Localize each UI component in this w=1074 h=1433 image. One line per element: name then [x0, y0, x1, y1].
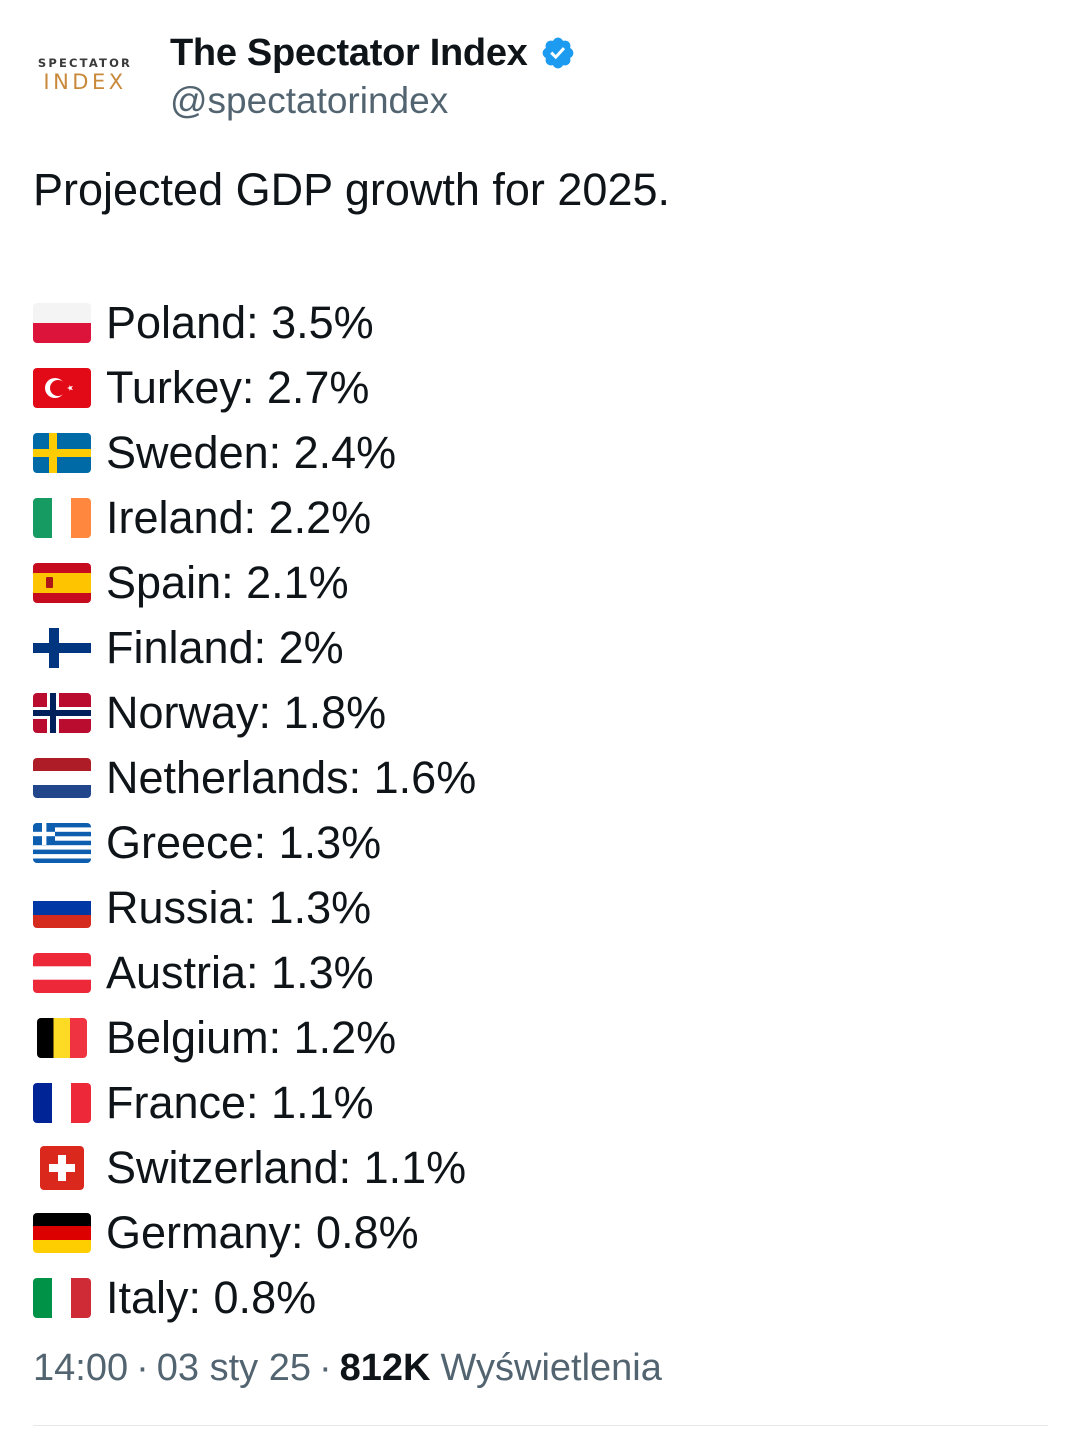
list-item: Austria: 1.3% — [33, 940, 1033, 1005]
views-label: Wyświetlenia — [440, 1346, 662, 1389]
divider — [33, 1425, 1048, 1426]
author-display-name[interactable]: The Spectator Index — [170, 31, 528, 74]
list-item-text: Belgium: 1.2% — [106, 1011, 397, 1063]
list-item-text: Ireland: 2.2% — [106, 491, 372, 543]
germany-flag-icon — [33, 1212, 91, 1253]
list-item: Greece: 1.3% — [33, 810, 1033, 875]
tweet-date[interactable]: 03 sty 25 — [156, 1346, 311, 1389]
norway-flag-icon — [33, 692, 91, 733]
meta-separator: · — [318, 1346, 332, 1389]
list-item: Germany: 0.8% — [33, 1200, 1033, 1265]
sweden-flag-icon — [33, 432, 91, 473]
italy-flag-icon — [33, 1277, 91, 1318]
poland-flag-icon — [33, 302, 91, 343]
tweet-header: SPECTATOR INDEX The Spectator Index @spe… — [0, 0, 1074, 140]
tweet-meta: 14:00 · 03 sty 25 · 812K Wyświetlenia — [33, 1343, 662, 1393]
list-item-text: Austria: 1.3% — [106, 946, 374, 998]
list-item: Norway: 1.8% — [33, 680, 1033, 745]
list-item: Spain: 2.1% — [33, 550, 1033, 615]
list-item: Switzerland: 1.1% — [33, 1135, 1033, 1200]
austria-flag-icon — [33, 952, 91, 993]
list-item: Netherlands: 1.6% — [33, 745, 1033, 810]
belgium-flag-icon — [37, 1017, 87, 1058]
list-item: Belgium: 1.2% — [33, 1005, 1033, 1070]
list-item: Sweden: 2.4% — [33, 420, 1033, 485]
blank-line — [33, 225, 1033, 290]
list-item: Italy: 0.8% — [33, 1265, 1033, 1330]
list-item-text: Poland: 3.5% — [106, 296, 374, 348]
list-item-text: France: 1.1% — [106, 1076, 374, 1128]
list-item-text: Finland: 2% — [106, 621, 344, 673]
spain-flag-icon — [33, 562, 91, 603]
author-name-row: The Spectator Index — [170, 30, 576, 76]
verified-badge-icon[interactable] — [540, 35, 576, 71]
list-item: Russia: 1.3% — [33, 875, 1033, 940]
list-item-text: Greece: 1.3% — [106, 816, 382, 868]
list-item-text: Norway: 1.8% — [106, 686, 387, 738]
list-item: Turkey: 2.7% — [33, 355, 1033, 420]
tweet-headline: Projected GDP growth for 2025. — [33, 164, 671, 215]
tweet-body: Projected GDP growth for 2025. Poland: 3… — [33, 160, 1033, 1330]
author-handle[interactable]: @spectatorindex — [170, 80, 449, 121]
turkey-flag-icon — [33, 367, 91, 408]
netherlands-flag-icon — [33, 757, 91, 798]
tweet-time[interactable]: 14:00 — [33, 1346, 129, 1389]
list-item-text: Switzerland: 1.1% — [106, 1141, 467, 1193]
meta-separator: · — [136, 1346, 149, 1389]
finland-flag-icon — [33, 627, 91, 668]
france-flag-icon — [33, 1082, 91, 1123]
russia-flag-icon — [33, 887, 91, 928]
list-item-text: Italy: 0.8% — [106, 1271, 317, 1323]
avatar[interactable]: SPECTATOR INDEX — [30, 40, 140, 110]
list-item-text: Spain: 2.1% — [106, 556, 349, 608]
list-item-text: Sweden: 2.4% — [106, 426, 397, 478]
views-count[interactable]: 812K — [339, 1346, 431, 1389]
list-item-text: Turkey: 2.7% — [106, 361, 370, 413]
avatar-logo-line2: INDEX — [43, 69, 127, 94]
list-item: Finland: 2% — [33, 615, 1033, 680]
greece-flag-icon — [33, 822, 91, 863]
list-item: Ireland: 2.2% — [33, 485, 1033, 550]
switzerland-flag-icon — [40, 1145, 84, 1190]
avatar-logo-line1: SPECTATOR — [37, 55, 133, 70]
list-item: Poland: 3.5% — [33, 290, 1033, 355]
list-item-text: Russia: 1.3% — [106, 881, 372, 933]
list-item-text: Germany: 0.8% — [106, 1206, 419, 1258]
ireland-flag-icon — [33, 497, 91, 538]
list-item: France: 1.1% — [33, 1070, 1033, 1135]
list-item-text: Netherlands: 1.6% — [106, 751, 477, 803]
